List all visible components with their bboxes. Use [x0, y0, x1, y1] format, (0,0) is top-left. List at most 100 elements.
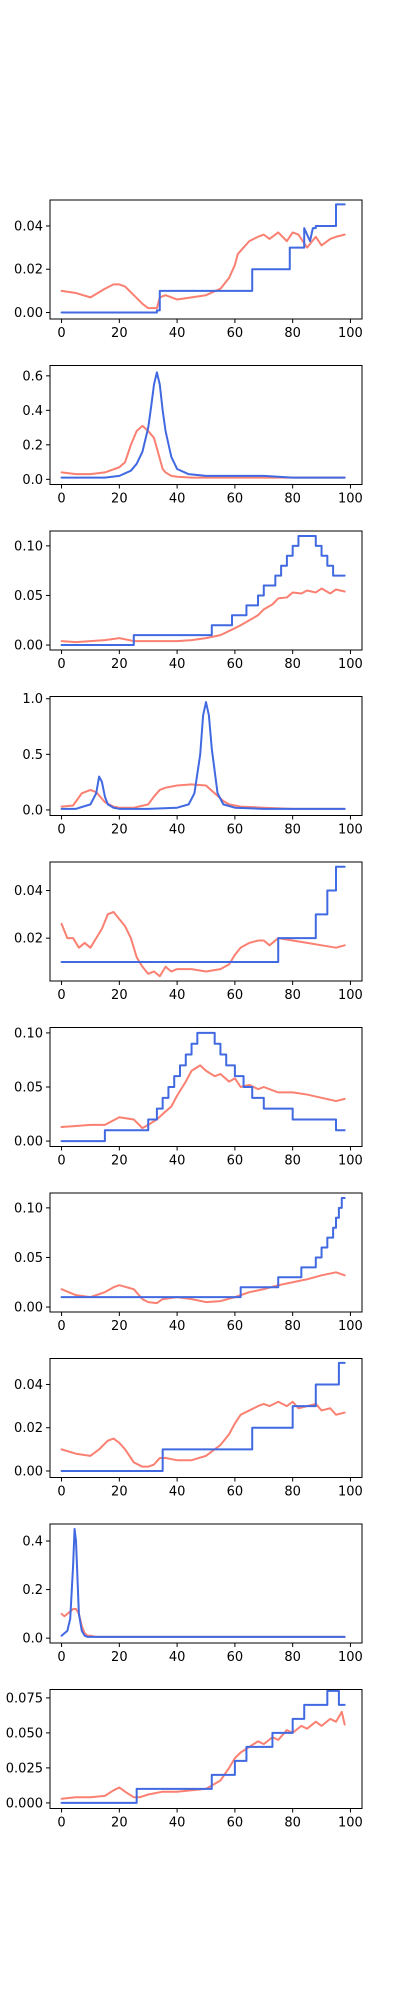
x-tick-label: 20 — [111, 988, 128, 1003]
y-tick-label: 0.0 — [22, 473, 43, 488]
x-tick-label: 60 — [227, 492, 244, 507]
series-line-2 — [60, 1361, 346, 1473]
axes-frame — [49, 530, 363, 651]
x-tick-label: 40 — [169, 326, 186, 341]
series-line-1 — [60, 783, 346, 810]
y-tick-label: 0.05 — [14, 1081, 43, 1096]
x-tick-label: 0 — [57, 1485, 65, 1500]
x-tick-label: 80 — [284, 1154, 301, 1169]
x-tick-label: 80 — [284, 1816, 301, 1831]
series-line-2 — [60, 371, 346, 479]
series-line-1 — [60, 587, 346, 644]
subplot-1: 0 20 40 60 80 100 0.00 0.02 0.04 — [14, 199, 363, 341]
x-tick-label: 40 — [169, 1650, 186, 1665]
series-line-2 — [60, 534, 346, 647]
x-tick-label: 100 — [338, 1154, 363, 1169]
x-tick-label: 60 — [227, 1154, 244, 1169]
y-tick-label: 0.02 — [14, 263, 43, 278]
y-tick-label: 0.10 — [14, 1026, 43, 1041]
series-line-1 — [60, 1710, 346, 1800]
x-tick-label: 20 — [111, 1650, 128, 1665]
x-tick-label: 40 — [169, 1485, 186, 1500]
x-tick-label: 0 — [57, 1816, 65, 1831]
x-tick-label: 100 — [338, 326, 363, 341]
x-tick-label: 100 — [338, 1816, 363, 1831]
y-tick-label: 0.00 — [14, 1465, 43, 1480]
x-tick-label: 40 — [169, 492, 186, 507]
x-tick-label: 80 — [284, 492, 301, 507]
series-line-1 — [60, 1400, 346, 1468]
x-tick-label: 100 — [338, 492, 363, 507]
y-tick-label: 0.10 — [14, 539, 43, 554]
y-tick-label: 0.2 — [22, 438, 43, 453]
x-tick-label: 40 — [169, 988, 186, 1003]
y-tick-label: 1.0 — [22, 692, 43, 707]
y-tick-label: 0.05 — [14, 1251, 43, 1266]
x-tick-label: 20 — [111, 1485, 128, 1500]
axes-frame — [49, 1192, 363, 1313]
x-tick-label: 20 — [111, 823, 128, 838]
x-tick-label: 20 — [111, 657, 128, 672]
series-line-1 — [60, 424, 346, 479]
subplot-9: 0 20 40 60 80 100 0.0 0.2 0.4 — [22, 1523, 363, 1665]
y-tick-label: 0.0 — [22, 803, 43, 818]
x-tick-label: 60 — [227, 1485, 244, 1500]
y-tick-label: 0.2 — [22, 1583, 43, 1598]
x-tick-label: 0 — [57, 492, 65, 507]
axes-frame — [49, 199, 363, 320]
y-tick-label: 0.00 — [14, 1135, 43, 1150]
subplot-10: 0 20 40 60 80 100 0.000 0.025 0.050 0.075 — [6, 1689, 363, 1831]
x-tick-label: 60 — [227, 823, 244, 838]
subplot-3: 0 20 40 60 80 100 0.00 0.05 0.10 — [14, 530, 363, 672]
y-tick-label: 0.05 — [14, 589, 43, 604]
x-tick-label: 40 — [169, 1319, 186, 1334]
y-tick-label: 0.02 — [14, 1421, 43, 1436]
subplot-7: 0 20 40 60 80 100 0.00 0.05 0.10 — [14, 1192, 363, 1334]
x-tick-label: 20 — [111, 326, 128, 341]
y-tick-label: 0.00 — [14, 1301, 43, 1316]
x-tick-label: 0 — [57, 657, 65, 672]
series-line-2 — [60, 701, 346, 810]
series-line-2 — [60, 865, 346, 963]
y-tick-label: 0.025 — [6, 1761, 43, 1776]
y-tick-label: 0.00 — [14, 306, 43, 321]
x-tick-label: 80 — [284, 1650, 301, 1665]
series-line-2 — [60, 1196, 346, 1299]
y-tick-label: 0.04 — [14, 1378, 43, 1393]
x-tick-label: 100 — [338, 1650, 363, 1665]
series-line-2 — [60, 1689, 346, 1804]
y-tick-label: 0.075 — [6, 1691, 43, 1706]
y-tick-label: 0.5 — [22, 748, 43, 763]
axes-frame — [49, 1358, 363, 1478]
series-line-1 — [60, 1608, 346, 1638]
x-tick-label: 60 — [227, 657, 244, 672]
series-line-1 — [60, 1064, 346, 1130]
x-tick-label: 80 — [284, 823, 301, 838]
x-tick-label: 60 — [227, 1816, 244, 1831]
x-tick-label: 80 — [284, 326, 301, 341]
y-tick-label: 0.4 — [22, 404, 43, 419]
axes-frame — [49, 861, 363, 982]
x-tick-label: 40 — [169, 657, 186, 672]
subplot-5: 0 20 40 60 80 100 0.02 0.04 — [14, 861, 363, 1003]
x-tick-label: 60 — [227, 326, 244, 341]
axes-frame — [49, 1027, 363, 1147]
y-tick-label: 0.050 — [6, 1726, 43, 1741]
x-tick-label: 20 — [111, 1154, 128, 1169]
axes-frame — [49, 1689, 363, 1809]
x-tick-label: 20 — [111, 1816, 128, 1831]
series-line-1 — [60, 231, 346, 310]
y-tick-label: 0.000 — [6, 1796, 43, 1811]
subplot-8: 0 20 40 60 80 100 0.00 0.02 0.04 — [14, 1358, 363, 1500]
y-tick-label: 0.00 — [14, 639, 43, 654]
series-line-1 — [60, 910, 346, 978]
axes-frame — [49, 1523, 363, 1644]
x-tick-label: 40 — [169, 1154, 186, 1169]
y-tick-label: 0.6 — [22, 369, 43, 384]
x-tick-label: 0 — [57, 1154, 65, 1169]
series-line-2 — [60, 203, 346, 314]
subplot-6: 0 20 40 60 80 100 0.00 0.05 0.10 — [14, 1026, 363, 1168]
x-tick-label: 20 — [111, 492, 128, 507]
x-tick-label: 0 — [57, 1319, 65, 1334]
